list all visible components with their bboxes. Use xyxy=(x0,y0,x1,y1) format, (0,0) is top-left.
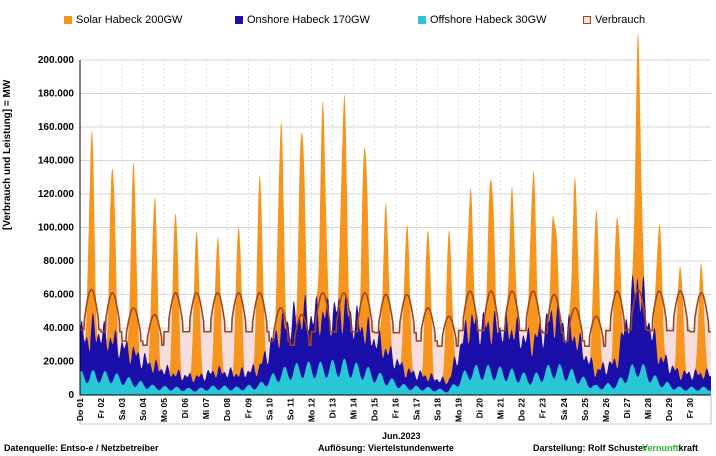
grid-lines xyxy=(80,59,711,395)
legend-item-onshore: Onshore Habeck 170GW xyxy=(235,14,370,26)
series-verbrauch-line xyxy=(80,288,711,347)
x-tick-label: Di 27 xyxy=(622,398,632,419)
footer-brand: Vernunftkraft xyxy=(642,443,698,453)
y-tick-label: 20.000 xyxy=(43,357,74,368)
legend-item-offshore: Offshore Habeck 30GW xyxy=(418,14,547,26)
y-tick-label: 0 xyxy=(68,390,74,401)
legend-label-offshore: Offshore Habeck 30GW xyxy=(430,14,547,26)
series-onshore xyxy=(80,274,711,395)
footer-source: Datenquelle: Entso-e / Netzbetreiber xyxy=(4,443,159,453)
x-tick-label: Fr 23 xyxy=(538,398,548,419)
x-tick-label: Sa 24 xyxy=(559,398,569,420)
x-tick-label: So 18 xyxy=(433,398,443,421)
x-tick-label: Fr 16 xyxy=(391,398,401,419)
x-tick-label: Fr 02 xyxy=(96,398,106,419)
y-tick-label: 40.000 xyxy=(43,323,74,334)
x-tick-label: Do 22 xyxy=(517,398,527,421)
x-tick-label: Sa 03 xyxy=(117,398,127,420)
y-tick-labels: 0 20.000 40.000 60.000 80.000 100.000 120.000 1… xyxy=(38,55,75,401)
y-tick-label: 180.000 xyxy=(38,89,75,100)
legend-label-verbrauch: Verbrauch xyxy=(595,14,646,26)
legend-swatch-solar xyxy=(64,16,72,24)
legend-swatch-onshore xyxy=(235,16,243,24)
x-tick-label: Di 20 xyxy=(475,398,485,419)
x-tick-label: Do 08 xyxy=(222,398,232,421)
y-axis-label: [Verbrauch und Leistung] = MW xyxy=(2,79,13,230)
footer-brand-part2: kraft xyxy=(678,443,699,453)
x-tick-labels: Do 01 Fr 02 Sa 03 So 04 Mo 05 Di 06 Mi 07 Do 08… xyxy=(75,398,695,422)
x-axis-label: Jun.2023 xyxy=(382,431,421,441)
x-tick-label: So 04 xyxy=(138,398,148,421)
series-solar xyxy=(80,33,711,396)
x-tick-label: Mi 14 xyxy=(348,398,358,420)
y-tick-label: 60.000 xyxy=(43,290,74,301)
axes xyxy=(79,60,712,425)
x-tick-label: Mi 07 xyxy=(201,398,211,420)
x-tick-label: Fr 09 xyxy=(243,398,253,419)
footer-resolution: Auflösung: Viertelstundenwerte xyxy=(318,443,454,453)
series-offshore xyxy=(80,358,711,395)
footer-author: Darstellung: Rolf Schuster xyxy=(533,443,647,453)
x-tick-label: Mo 19 xyxy=(454,398,464,422)
y-tick-label: 80.000 xyxy=(43,256,74,267)
y-tick-label: 120.000 xyxy=(38,189,75,200)
x-tick-label: Sa 10 xyxy=(264,398,274,420)
x-tick-label: Fr 30 xyxy=(685,398,695,419)
x-tick-label: Di 13 xyxy=(327,398,337,419)
legend-label-onshore: Onshore Habeck 170GW xyxy=(247,14,370,26)
x-tick-label: Di 06 xyxy=(180,398,190,419)
legend: Solar Habeck 200GW Onshore Habeck 170GW … xyxy=(0,14,716,30)
legend-item-solar: Solar Habeck 200GW xyxy=(64,14,182,26)
y-tick-label: 160.000 xyxy=(38,122,75,133)
x-tick-label: Sa 17 xyxy=(412,398,422,420)
legend-label-solar: Solar Habeck 200GW xyxy=(76,14,183,26)
x-tick-label: Mi 21 xyxy=(496,398,506,420)
x-tick-label: So 25 xyxy=(580,398,590,421)
x-tick-label: Mi 28 xyxy=(643,398,653,420)
x-tick-label: Mo 05 xyxy=(159,398,169,422)
x-tick-label: Do 15 xyxy=(369,398,379,421)
x-tick-label: Mo 26 xyxy=(601,398,611,422)
y-tick-label: 140.000 xyxy=(38,156,75,167)
y-tick-label: 200.000 xyxy=(38,55,75,66)
x-tick-label: Mo 12 xyxy=(306,398,316,422)
series-areas xyxy=(80,33,711,396)
x-tick-label: Do 01 xyxy=(75,398,85,421)
legend-swatch-verbrauch xyxy=(583,16,591,24)
y-tick-label: 100.000 xyxy=(38,223,75,234)
legend-swatch-offshore xyxy=(418,16,426,24)
footer-brand-part1: Vernunft xyxy=(642,443,679,453)
x-tick-label: Do 29 xyxy=(664,398,674,421)
x-tick-label: So 11 xyxy=(285,398,295,420)
legend-item-verbrauch: Verbrauch xyxy=(583,14,645,26)
